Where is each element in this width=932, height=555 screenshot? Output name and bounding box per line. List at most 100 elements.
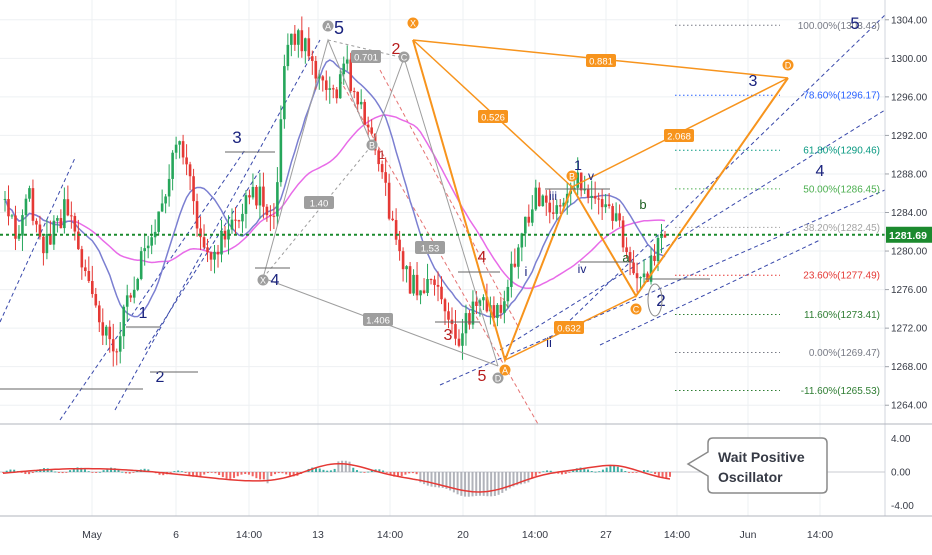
candle-body-120 <box>422 290 426 293</box>
candle-body-132 <box>464 313 468 334</box>
candle-body-155 <box>544 195 548 203</box>
osc-bar-32 <box>121 471 124 473</box>
osc-bar-134 <box>501 472 504 493</box>
harmonic-ratio-1: 0.881 <box>589 57 613 68</box>
harmonic-ratio-2: 0.632 <box>557 324 581 335</box>
candle-body-14 <box>52 220 56 245</box>
osc-bar-164 <box>613 465 616 472</box>
wait-positive-callout: Wait Positive Oscillator <box>686 437 828 494</box>
candle-body-80 <box>283 66 286 120</box>
osc-bar-77 <box>288 472 291 476</box>
candle-body-37 <box>132 289 136 298</box>
harmonic-point-0 <box>407 17 419 29</box>
candle-body-31 <box>111 339 115 352</box>
candle-body-176 <box>618 213 621 221</box>
candle-body-189 <box>663 234 667 238</box>
osc-bar-122 <box>456 472 459 495</box>
candle-body-101 <box>356 91 359 105</box>
candle-body-20 <box>73 216 77 232</box>
osc-bar-27 <box>102 470 105 472</box>
osc-bar-177 <box>661 472 664 478</box>
osc-bar-160 <box>598 471 601 473</box>
callout-line-1: Wait Positive <box>718 449 805 465</box>
candle-body-9 <box>35 220 38 225</box>
osc-bar-149 <box>557 472 560 474</box>
price-tick-label-0: 1264.00 <box>891 401 928 412</box>
osc-bar-147 <box>549 470 552 472</box>
osc-bar-123 <box>460 472 463 496</box>
candle-body-180 <box>632 262 635 274</box>
fib-label-6: 11.60%(1273.41) <box>804 310 880 321</box>
osc-bar-3 <box>13 469 16 472</box>
moving-averages <box>4 59 666 318</box>
harmonic-ratio-box-2 <box>554 321 584 334</box>
wave-label-green-1: a <box>622 250 630 265</box>
candle-body-85 <box>300 30 304 52</box>
candle-body-169 <box>593 195 597 199</box>
osc-bar-2 <box>9 469 12 472</box>
harmonic-ratio-3: 2.068 <box>667 132 691 143</box>
candle-body-116 <box>408 266 412 294</box>
osc-bar-55 <box>206 472 209 474</box>
channel-red-line-1 <box>379 69 521 331</box>
osc-bar-111 <box>415 472 418 475</box>
wave-label-blue-10: i <box>525 264 528 279</box>
candle-body-82 <box>290 33 293 45</box>
candle-body-95 <box>335 89 339 99</box>
candle-body-44 <box>157 211 160 232</box>
channel-line-0 <box>0 157 76 323</box>
candle-body-107 <box>377 150 380 165</box>
candle-body-92 <box>324 80 328 90</box>
candle-body-71 <box>251 186 255 198</box>
osc-bar-0 <box>2 472 4 473</box>
osc-bar-26 <box>98 471 101 473</box>
candle-body-174 <box>611 206 614 221</box>
candle-body-129 <box>454 324 457 339</box>
candle-body-42 <box>150 237 153 246</box>
osc-bar-163 <box>609 466 612 472</box>
candle-body-171 <box>600 199 604 208</box>
wave-label-blue-11: ii <box>546 335 552 350</box>
osc-bar-109 <box>408 472 411 474</box>
abcd-point-label-2: B <box>369 141 375 151</box>
candle-body-178 <box>625 247 628 253</box>
abcd-dashed-1 <box>327 39 405 59</box>
candle-body-143 <box>503 301 506 313</box>
abcd-point-label-3: C <box>401 53 408 63</box>
channel-line-4 <box>439 189 886 386</box>
candle-body-136 <box>478 300 482 306</box>
price-tick-label-6: 1288.00 <box>891 169 928 180</box>
osc-bar-101 <box>378 469 381 472</box>
candle-body-103 <box>363 101 366 125</box>
price-axis: 1264.00 1268.00 1272.00 1276.00 1280.00 1284.… <box>0 0 932 516</box>
time-tick-label-2: 14:00 <box>236 529 262 541</box>
osc-bar-65 <box>244 472 247 475</box>
candle-body-53 <box>188 164 192 177</box>
osc-bar-121 <box>452 472 455 493</box>
wave-label-blue-0: 5 <box>334 18 344 38</box>
osc-bar-126 <box>471 472 474 497</box>
candle-body-141 <box>496 304 499 318</box>
osc-bar-75 <box>281 472 284 474</box>
candle-body-5 <box>21 215 24 236</box>
osc-bar-60 <box>225 472 228 479</box>
candle-body-115 <box>405 266 408 270</box>
harmonic-ratio-box-1 <box>586 54 616 67</box>
candle-body-96 <box>338 74 342 99</box>
wave-label-red-3: 3 <box>444 327 453 344</box>
candle-body-70 <box>248 195 251 198</box>
fib-label-7: 0.00%(1269.47) <box>809 348 880 359</box>
harmonic-ratio-0: 0.526 <box>481 113 505 124</box>
candle-body-54 <box>192 176 195 202</box>
osc-bar-50 <box>188 472 191 476</box>
candle-body-52 <box>185 157 188 165</box>
osc-bar-142 <box>531 472 534 478</box>
harmonic-point-label-3: C <box>633 305 640 315</box>
osc-bar-67 <box>251 472 254 477</box>
candle-body-2 <box>10 215 14 217</box>
osc-bar-36 <box>136 471 139 472</box>
harmonic-point-label-0: X <box>410 19 416 29</box>
price-tick-label-8: 1296.00 <box>891 92 928 103</box>
candle-body-61 <box>216 251 220 255</box>
wave-label-blue-5: 1 <box>574 157 582 173</box>
